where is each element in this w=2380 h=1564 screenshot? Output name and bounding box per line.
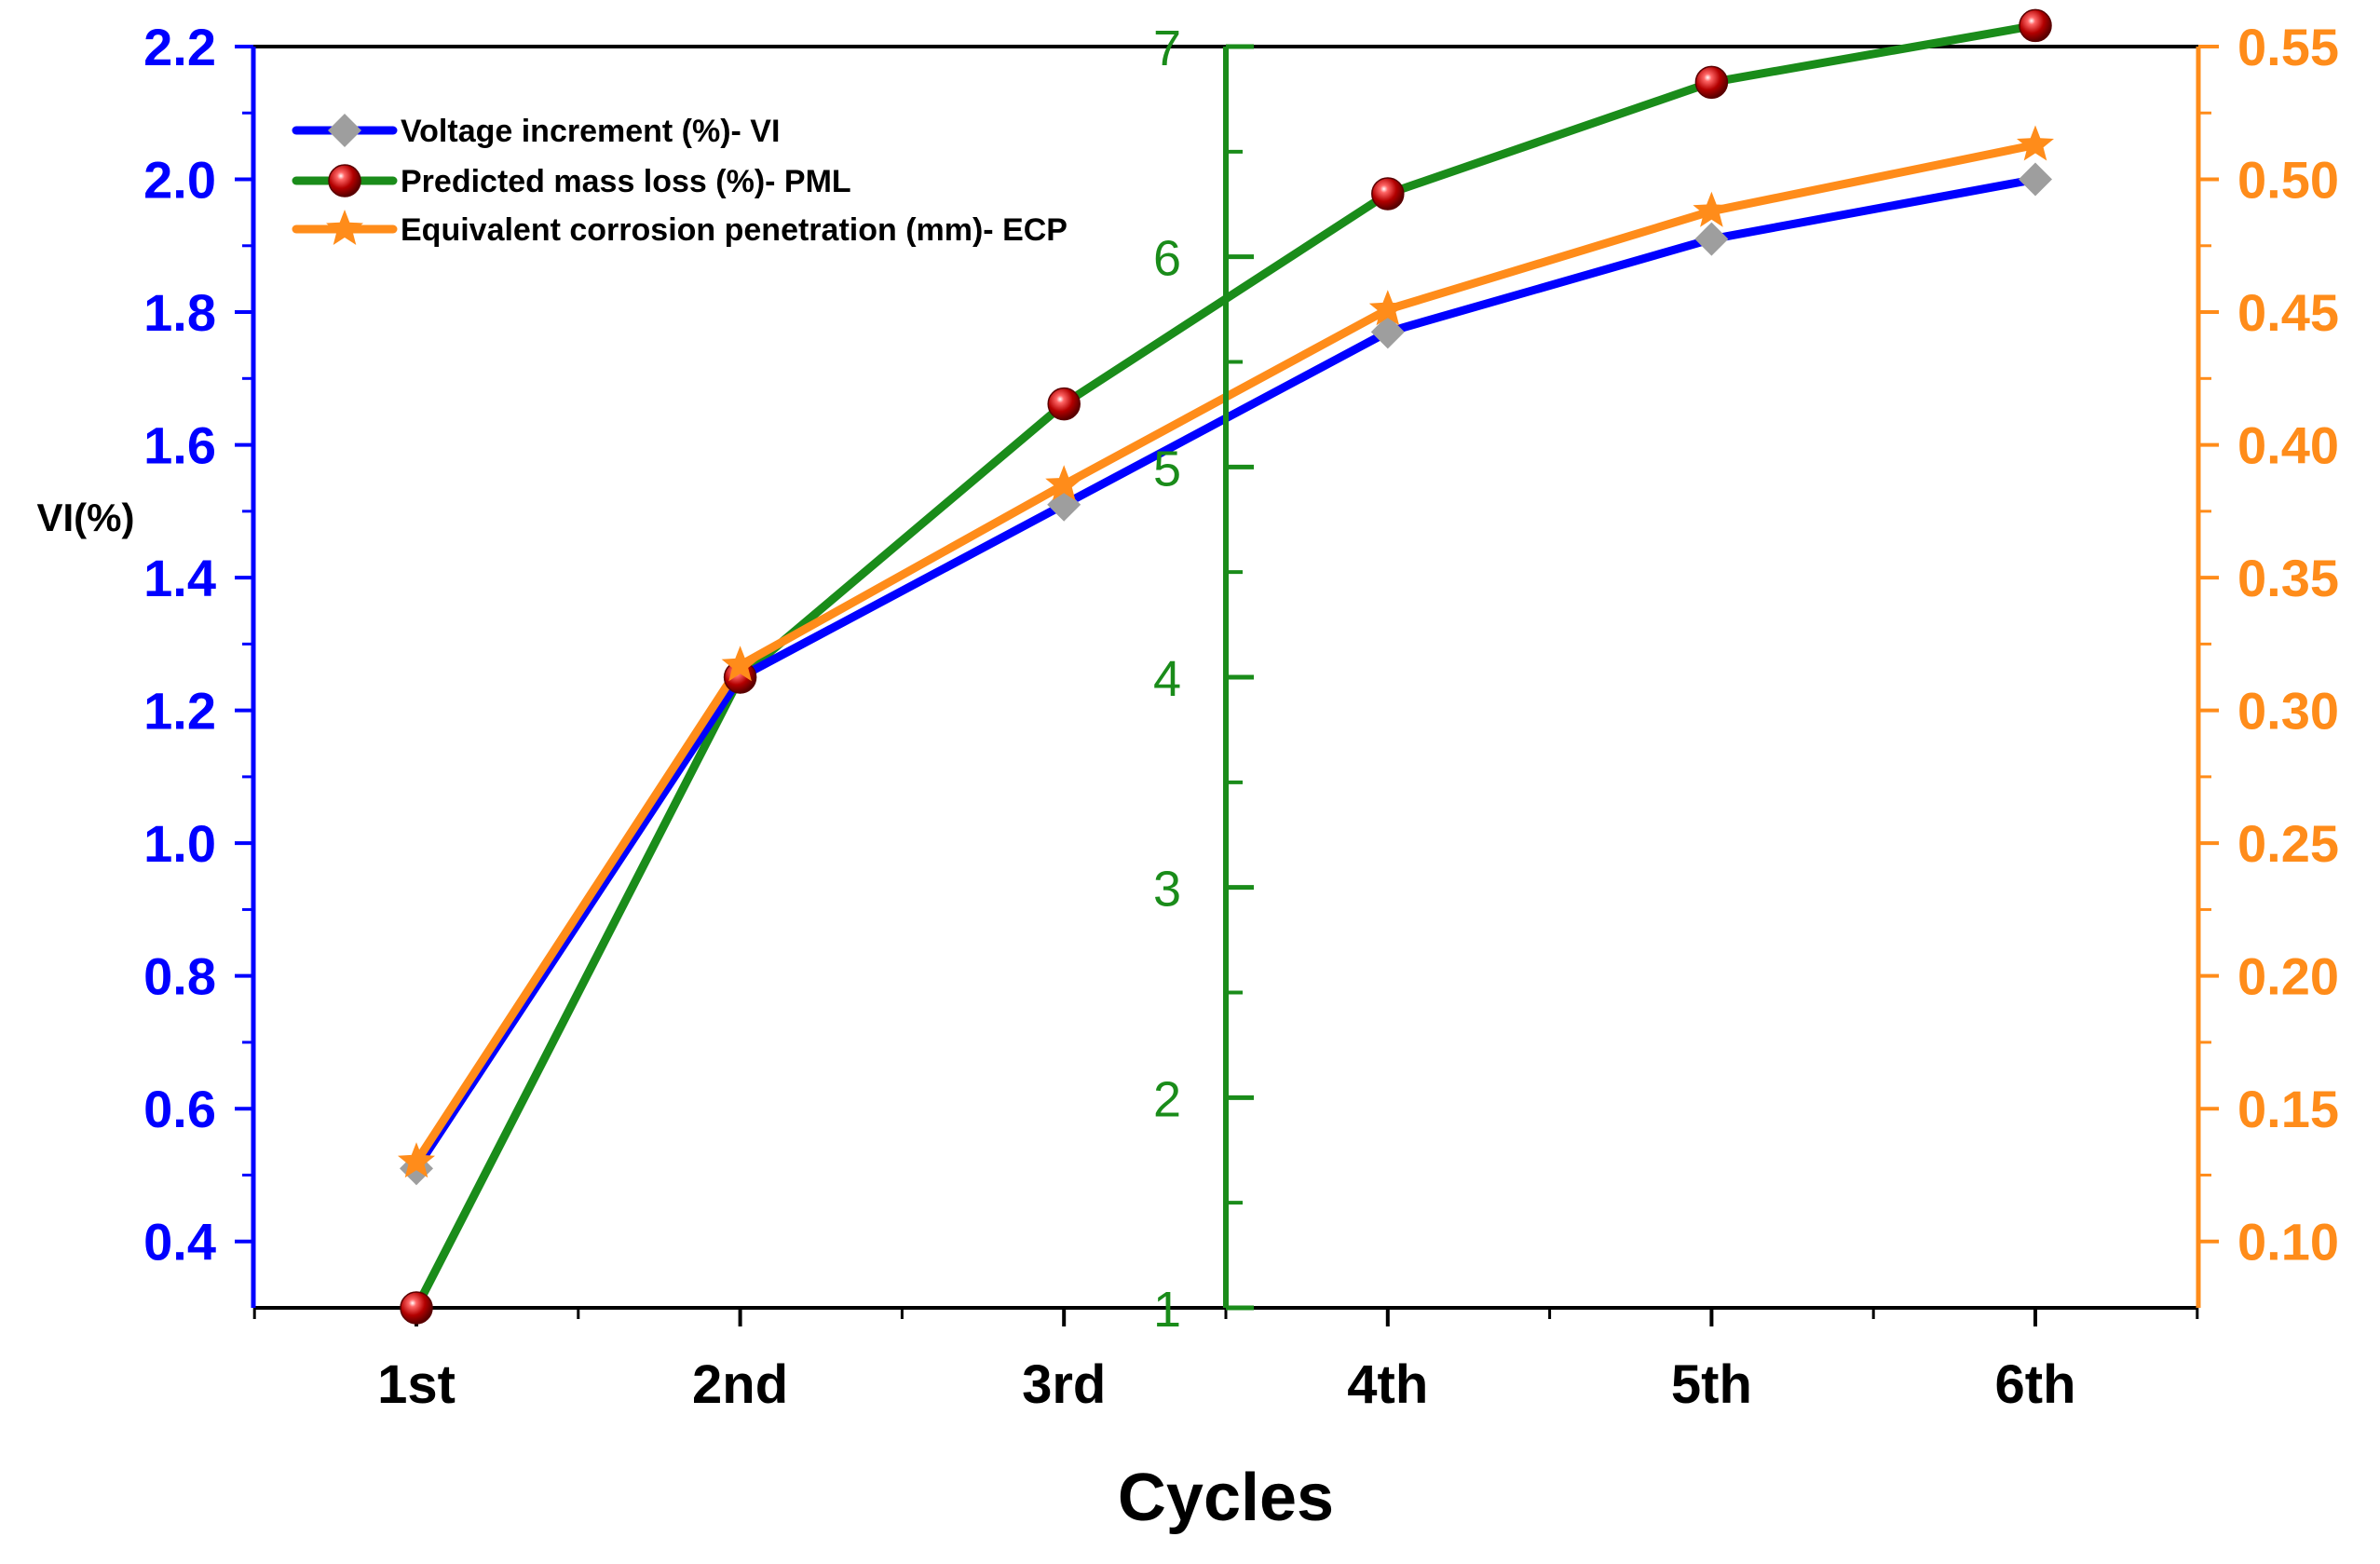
middle-y-axis: 1 2 3 4 5 6 7 (1153, 20, 1254, 1338)
left-tick-label: 2.2 (143, 18, 216, 76)
right-tick-label: 0.35 (2237, 549, 2339, 607)
middle-tick-label: 6 (1153, 231, 1181, 287)
right-tick-label: 0.55 (2237, 18, 2339, 76)
right-tick-label: 0.50 (2237, 151, 2339, 210)
right-tick-label: 0.10 (2237, 1213, 2339, 1272)
legend-label: Voltage increment (%)- VI (401, 114, 780, 149)
vi-point (1370, 315, 1405, 349)
right-y-axis: 0.10 0.15 0.20 0.25 0.30 0.35 0.40 0.45 0.50 0.55 (2196, 18, 2339, 1308)
left-tick-label: 1.2 (143, 682, 216, 741)
pml-point (1371, 177, 1405, 211)
legend: Voltage increment (%)- VI Predicted mass … (292, 114, 1068, 248)
right-tick-label: 0.15 (2237, 1080, 2339, 1138)
ecp-point (2017, 125, 2054, 161)
x-axis: 1st 2nd 3rd 4th 5th 6th (252, 1308, 2199, 1415)
x-tick-label: 5th (1671, 1354, 1752, 1415)
x-tick-label: 2nd (692, 1354, 788, 1415)
middle-tick-label: 7 (1153, 20, 1181, 76)
x-tick-label: 6th (1995, 1354, 2076, 1415)
left-y-axis: 0.4 0.6 0.8 1.0 1.2 1.4 1.6 1.8 2.0 2.2 (143, 18, 256, 1308)
left-tick-label: 1.4 (143, 549, 216, 607)
left-tick-label: 2.0 (143, 151, 216, 210)
ecp-point (721, 646, 759, 682)
middle-tick-label: 4 (1153, 651, 1181, 707)
legend-label: Equivalent corrosion penetration (mm)- E… (401, 212, 1068, 248)
left-tick-label: 0.6 (143, 1080, 216, 1138)
legend-item-vi: Voltage increment (%)- VI (292, 114, 780, 149)
y-axis-label: VI(%) (37, 496, 135, 539)
right-tick-label: 0.45 (2237, 283, 2339, 342)
ecp-point (398, 1142, 435, 1178)
pml-point (1694, 65, 1729, 100)
left-tick-label: 1.8 (143, 283, 216, 342)
x-axis-label: Cycles (1118, 1461, 1334, 1535)
right-tick-label: 0.40 (2237, 416, 2339, 475)
legend-item-ecp: Equivalent corrosion penetration (mm)- E… (292, 210, 1068, 248)
left-tick-label: 1.0 (143, 814, 216, 873)
left-tick-label: 0.8 (143, 947, 216, 1006)
pml-point (328, 164, 361, 197)
middle-tick-label: 3 (1153, 862, 1181, 918)
x-tick-label: 3rd (1022, 1354, 1106, 1415)
middle-tick-label: 5 (1153, 441, 1181, 496)
pml-point (1047, 387, 1081, 421)
pml-point (400, 1291, 433, 1325)
ecp-point (1693, 191, 1731, 227)
x-tick-label: 4th (1347, 1354, 1428, 1415)
pml-point (2019, 8, 2052, 43)
middle-tick-label: 2 (1153, 1071, 1181, 1127)
left-tick-label: 1.6 (143, 416, 216, 475)
vi-point (328, 114, 361, 147)
ecp-point (1045, 465, 1083, 501)
left-tick-label: 0.4 (143, 1213, 216, 1272)
vi-point (2019, 162, 2052, 197)
legend-label: Predicted mass loss (%)- PML (401, 164, 851, 199)
x-tick-label: 1st (377, 1354, 456, 1415)
vi-point (1694, 222, 1729, 256)
middle-tick-label: 1 (1153, 1282, 1181, 1338)
legend-item-pml: Predicted mass loss (%)- PML (292, 164, 851, 199)
right-tick-label: 0.25 (2237, 814, 2339, 873)
right-tick-label: 0.30 (2237, 682, 2339, 741)
right-tick-label: 0.20 (2237, 947, 2339, 1006)
ecp-point (326, 210, 363, 245)
ecp-point (1368, 290, 1407, 326)
